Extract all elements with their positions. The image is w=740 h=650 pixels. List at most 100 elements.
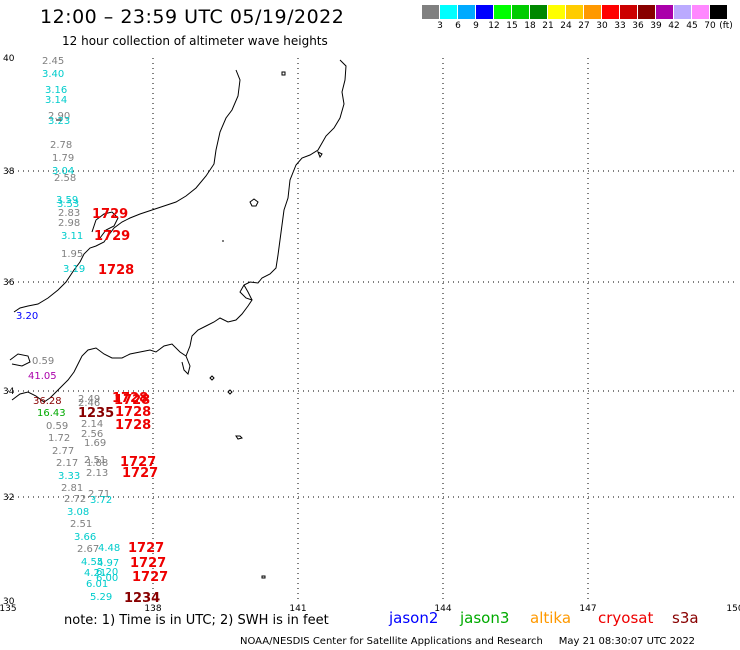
wave-height-value: 2.14	[81, 419, 103, 430]
scale-label: 9	[473, 21, 479, 31]
scale-swatch	[620, 5, 637, 19]
lat-tick-label: 32	[3, 493, 14, 503]
lat-tick-label: 36	[3, 278, 15, 288]
wave-height-value: 2.17	[56, 458, 78, 469]
scale-label: 39	[650, 21, 662, 31]
credit-line: NOAA/NESDIS Center for Satellite Applica…	[240, 636, 696, 647]
pass-time-value: 1727	[122, 466, 158, 481]
pass-time-value: 1728	[112, 391, 148, 406]
wave-height-value: 1.88	[86, 458, 108, 469]
wave-height-value: 3.72	[90, 495, 112, 506]
lat-tick-label: 30	[3, 597, 15, 607]
scale-label: 30	[596, 21, 608, 31]
wave-height-value: 2.56	[81, 429, 103, 440]
wave-height-value: 6.01	[86, 579, 108, 590]
wave-height-value: 2.81	[61, 483, 83, 494]
pass-time-value: 1728	[114, 393, 150, 408]
scale-label: 36	[632, 21, 644, 31]
map-title: 12:00 – 23:59 UTC 05/19/2022	[40, 6, 345, 28]
wave-height-value: 4.55	[81, 557, 103, 568]
wave-height-value: 3.08	[67, 507, 89, 518]
wave-height-value: 3.04	[52, 166, 74, 177]
satellite-legend-cryosat: cryosat	[598, 609, 654, 627]
pass-time-value: 1729	[92, 207, 128, 222]
wave-height-value: 3.66	[74, 532, 96, 543]
satellite-legend-jason2: jason2	[389, 609, 439, 627]
wave-height-value: 1.79	[52, 153, 74, 164]
wave-height-value: 2.90	[48, 111, 70, 122]
wave-height-value: 4.97	[97, 558, 119, 569]
scale-label: 12	[488, 21, 500, 31]
wave-height-value: 3.16	[45, 85, 67, 96]
lat-tick-label: 38	[3, 167, 15, 177]
scale-swatch	[584, 5, 601, 19]
wave-height-value: 41.05	[28, 371, 57, 382]
wave-height-value: 2.83	[58, 208, 80, 219]
wave-height-value: 3.59	[56, 195, 78, 206]
pass-time-value: 1727	[130, 556, 166, 571]
lon-tick-label: 135	[0, 604, 17, 614]
wave-height-value: 0.59	[46, 421, 68, 432]
scale-label: 45	[686, 21, 698, 31]
satellite-legend-s3a: s3a	[672, 609, 699, 627]
wave-height-value: 2.71	[88, 489, 110, 500]
pass-time-value: 1728	[115, 418, 151, 433]
lat-tick-label: 34	[3, 387, 15, 397]
scale-label: 21	[542, 21, 554, 31]
wave-height-value: 1.69	[84, 438, 106, 449]
wave-height-value: 2.98	[58, 218, 80, 229]
lon-tick-label: 141	[289, 604, 306, 614]
wave-height-value: 2.51	[70, 519, 92, 530]
scale-swatch	[476, 5, 493, 19]
scale-swatch	[440, 5, 457, 19]
scale-swatch	[656, 5, 673, 19]
wave-height-value: 5.29	[90, 592, 112, 603]
wave-height-value: 2.51	[84, 455, 106, 466]
lon-tick-label: 144	[434, 604, 451, 614]
scale-label: 18	[524, 21, 536, 31]
wave-height-value: 2.49	[78, 394, 100, 405]
lon-tick-label: 138	[144, 604, 161, 614]
scale-label: 70	[704, 21, 716, 31]
scale-swatch	[422, 5, 439, 19]
scale-swatch	[530, 5, 547, 19]
coastline	[9, 59, 347, 579]
scale-swatch	[494, 5, 511, 19]
wave-height-observations: 2.45 3.40 3.163.14 2.903.23 2.78 1.79 3.042.58…	[16, 56, 120, 603]
wave-height-value: 2.67	[77, 544, 99, 555]
scale-label: 27	[578, 21, 590, 31]
wave-height-value: 2.78	[50, 140, 72, 151]
pass-time-value: 1235	[78, 406, 114, 421]
scale-label: 42	[668, 21, 680, 31]
pass-time-value: 1727	[120, 455, 156, 470]
scale-unit: (ft)	[719, 21, 733, 31]
wave-height-value: 3.53	[57, 199, 79, 210]
scale-swatch	[458, 5, 475, 19]
lat-tick-label: 40	[3, 54, 15, 64]
scale-swatch	[512, 5, 529, 19]
lat-lon-grid	[8, 58, 735, 601]
wave-height-value: 6.00	[96, 573, 118, 584]
wave-height-value: 16.43	[37, 408, 66, 419]
wave-height-value: 36.28	[33, 396, 62, 407]
scale-label: 24	[560, 21, 572, 31]
wave-height-value: 2.58	[54, 173, 76, 184]
pass-time-value: 1727	[128, 541, 164, 556]
pass-time-value: 1728	[115, 405, 151, 420]
scale-label: 3	[437, 21, 443, 31]
wave-height-value: 1.95	[61, 249, 83, 260]
pass-time-value: 1728	[98, 263, 134, 278]
wave-height-value: 3.14	[45, 95, 67, 106]
wave-height-value: 3.23	[48, 116, 70, 127]
scale-label: 15	[506, 21, 518, 31]
scale-swatch	[692, 5, 709, 19]
scale-swatch	[638, 5, 655, 19]
scale-label: 33	[614, 21, 626, 31]
lon-tick-label: 150	[726, 604, 740, 614]
wave-height-value: 0.59	[32, 356, 54, 367]
scale-label: 6	[455, 21, 461, 31]
wave-height-value: 2.13	[86, 468, 108, 479]
